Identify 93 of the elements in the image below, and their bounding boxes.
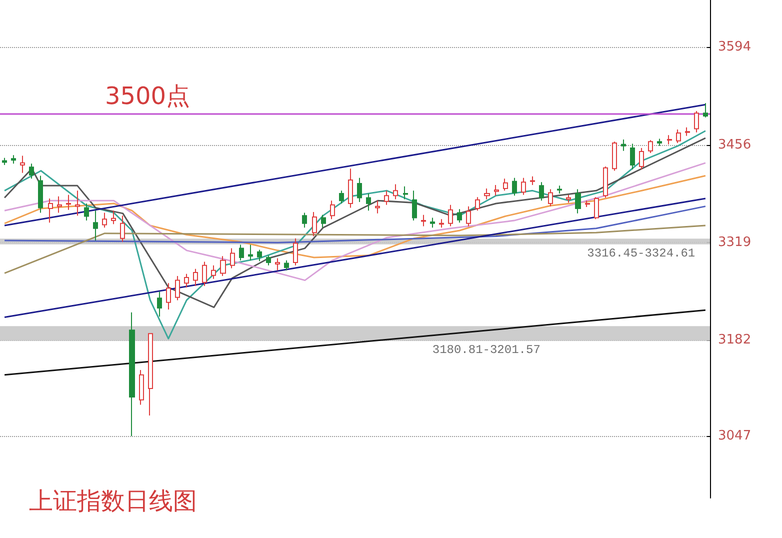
candlestick [330, 200, 335, 220]
line-series [4, 224, 706, 274]
candlestick [430, 217, 435, 228]
candlestick [166, 282, 171, 310]
candlestick [603, 166, 608, 198]
candlestick [630, 143, 635, 170]
y-tick-label: 3456 [718, 138, 752, 153]
candlestick [566, 194, 571, 204]
candlestick [230, 248, 235, 269]
candlestick [657, 138, 662, 146]
candlestick [102, 212, 107, 228]
candlestick [312, 212, 317, 237]
candlestick [220, 256, 226, 277]
candlestick [421, 214, 426, 227]
candlestick [339, 190, 344, 204]
candlestick [612, 141, 617, 172]
candlestick [621, 138, 626, 152]
candlestick [667, 134, 672, 145]
candlestick [439, 218, 444, 228]
candlestick [648, 140, 653, 154]
candlestick [348, 168, 353, 208]
y-tick-label: 3319 [718, 235, 752, 250]
candlestick [375, 200, 380, 214]
candlestick [639, 147, 644, 170]
candlestick [275, 258, 280, 271]
candlestick [175, 276, 180, 301]
y-tick-label: 3594 [718, 39, 752, 54]
band-label: 3180.81-3201.57 [432, 342, 540, 357]
candlestick [157, 291, 162, 318]
candlestick [257, 249, 262, 262]
candlestick [111, 210, 116, 225]
candlestick [38, 175, 43, 214]
candlestick [75, 190, 80, 216]
candlestick [48, 198, 53, 224]
candlestick [66, 194, 71, 210]
candlestick [694, 110, 699, 133]
candlestick [685, 126, 690, 136]
candlestick [703, 102, 708, 118]
candlestick [575, 188, 581, 214]
candlestick [557, 185, 562, 194]
candlestick [93, 210, 98, 241]
candlestick [384, 190, 389, 206]
candlestick [521, 177, 526, 196]
ref-line-label: 3500点 [105, 82, 190, 110]
candlestick [539, 182, 544, 202]
candlestick [503, 178, 508, 192]
line-series [4, 137, 706, 308]
candlestick [403, 186, 408, 200]
line-series [4, 174, 706, 258]
candlestick [475, 196, 480, 212]
candlestick [448, 204, 453, 227]
candlestick [29, 163, 34, 180]
candlestick [530, 176, 535, 186]
candlestick [494, 184, 499, 196]
text: 上证指数日线图 [29, 487, 197, 515]
candlestick [676, 128, 681, 144]
band-label: 3316.45-3324.61 [587, 246, 696, 260]
candlestick [366, 193, 371, 212]
candlestick [594, 196, 599, 220]
candlestick [457, 208, 462, 224]
candlestick [585, 200, 590, 208]
candlestick [293, 238, 298, 266]
candlestick [302, 212, 307, 228]
candlestick [357, 177, 362, 203]
candlestick [466, 206, 471, 227]
line-series [4, 130, 706, 340]
candlestick [57, 196, 62, 214]
candlestick [202, 261, 207, 286]
candlestick [211, 264, 216, 280]
candlestick [284, 260, 289, 271]
candlestick [11, 154, 16, 164]
line-series [4, 162, 706, 282]
candlestick [321, 214, 326, 228]
candlestick [512, 177, 517, 196]
candlestick [129, 312, 135, 437]
candlestick [20, 155, 25, 174]
candlestick [193, 268, 198, 286]
candlestick [548, 188, 553, 207]
candlestick [139, 369, 144, 406]
candlestick [248, 244, 253, 261]
candlestick [2, 157, 7, 166]
candlestick [484, 188, 490, 200]
y-tick-label: 3182 [718, 332, 752, 348]
candlestick [120, 215, 125, 242]
candlestick [148, 333, 153, 416]
candlestick [239, 244, 244, 261]
candlestick [184, 273, 189, 288]
y-tick-label: 3047 [718, 428, 752, 444]
candlestick [412, 190, 417, 222]
candlestick [266, 254, 271, 266]
candlestick [84, 202, 89, 222]
candlestick [393, 184, 398, 200]
line-series [4, 206, 706, 244]
